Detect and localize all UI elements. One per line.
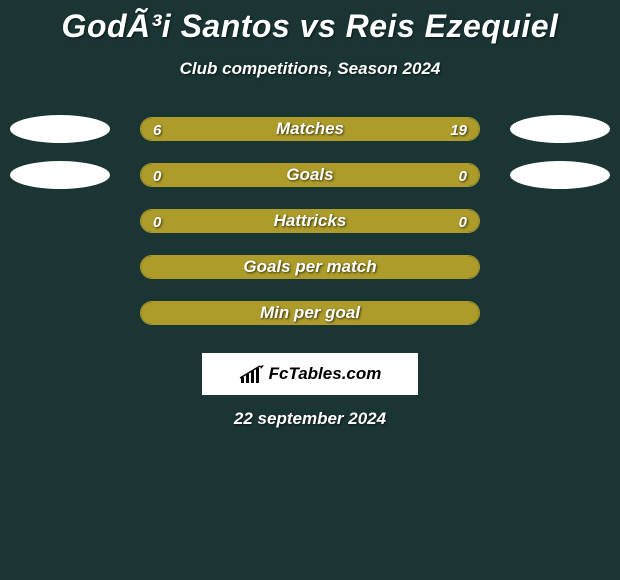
stat-bar: Goals per match [140,255,480,279]
stat-row: 00Hattricks [0,209,620,255]
stat-row: 00Goals [0,163,620,209]
stat-label: Goals [141,164,479,186]
player-right-ellipse [510,115,610,143]
stat-label: Goals per match [141,256,479,278]
player-left-ellipse [10,115,110,143]
chart-icon [239,365,265,383]
logo-box: FcTables.com [202,353,418,395]
stat-row: 619Matches [0,117,620,163]
stat-bar: 00Goals [140,163,480,187]
stat-bar: 00Hattricks [140,209,480,233]
stat-label: Min per goal [141,302,479,324]
logo-text: FcTables.com [269,364,382,384]
date-text: 22 september 2024 [0,409,620,429]
player-right-ellipse [510,161,610,189]
stat-label: Hattricks [141,210,479,232]
stats-container: 619Matches 00Goals 00Hattricks Goals per ma… [0,117,620,347]
stat-row: Min per goal [0,301,620,347]
stat-bar: 619Matches [140,117,480,141]
page-title: GodÃ³i Santos vs Reis Ezequiel [0,0,620,45]
logo: FcTables.com [239,364,382,384]
subtitle: Club competitions, Season 2024 [0,59,620,79]
stat-label: Matches [141,118,479,140]
stat-bar: Min per goal [140,301,480,325]
stat-row: Goals per match [0,255,620,301]
player-left-ellipse [10,161,110,189]
